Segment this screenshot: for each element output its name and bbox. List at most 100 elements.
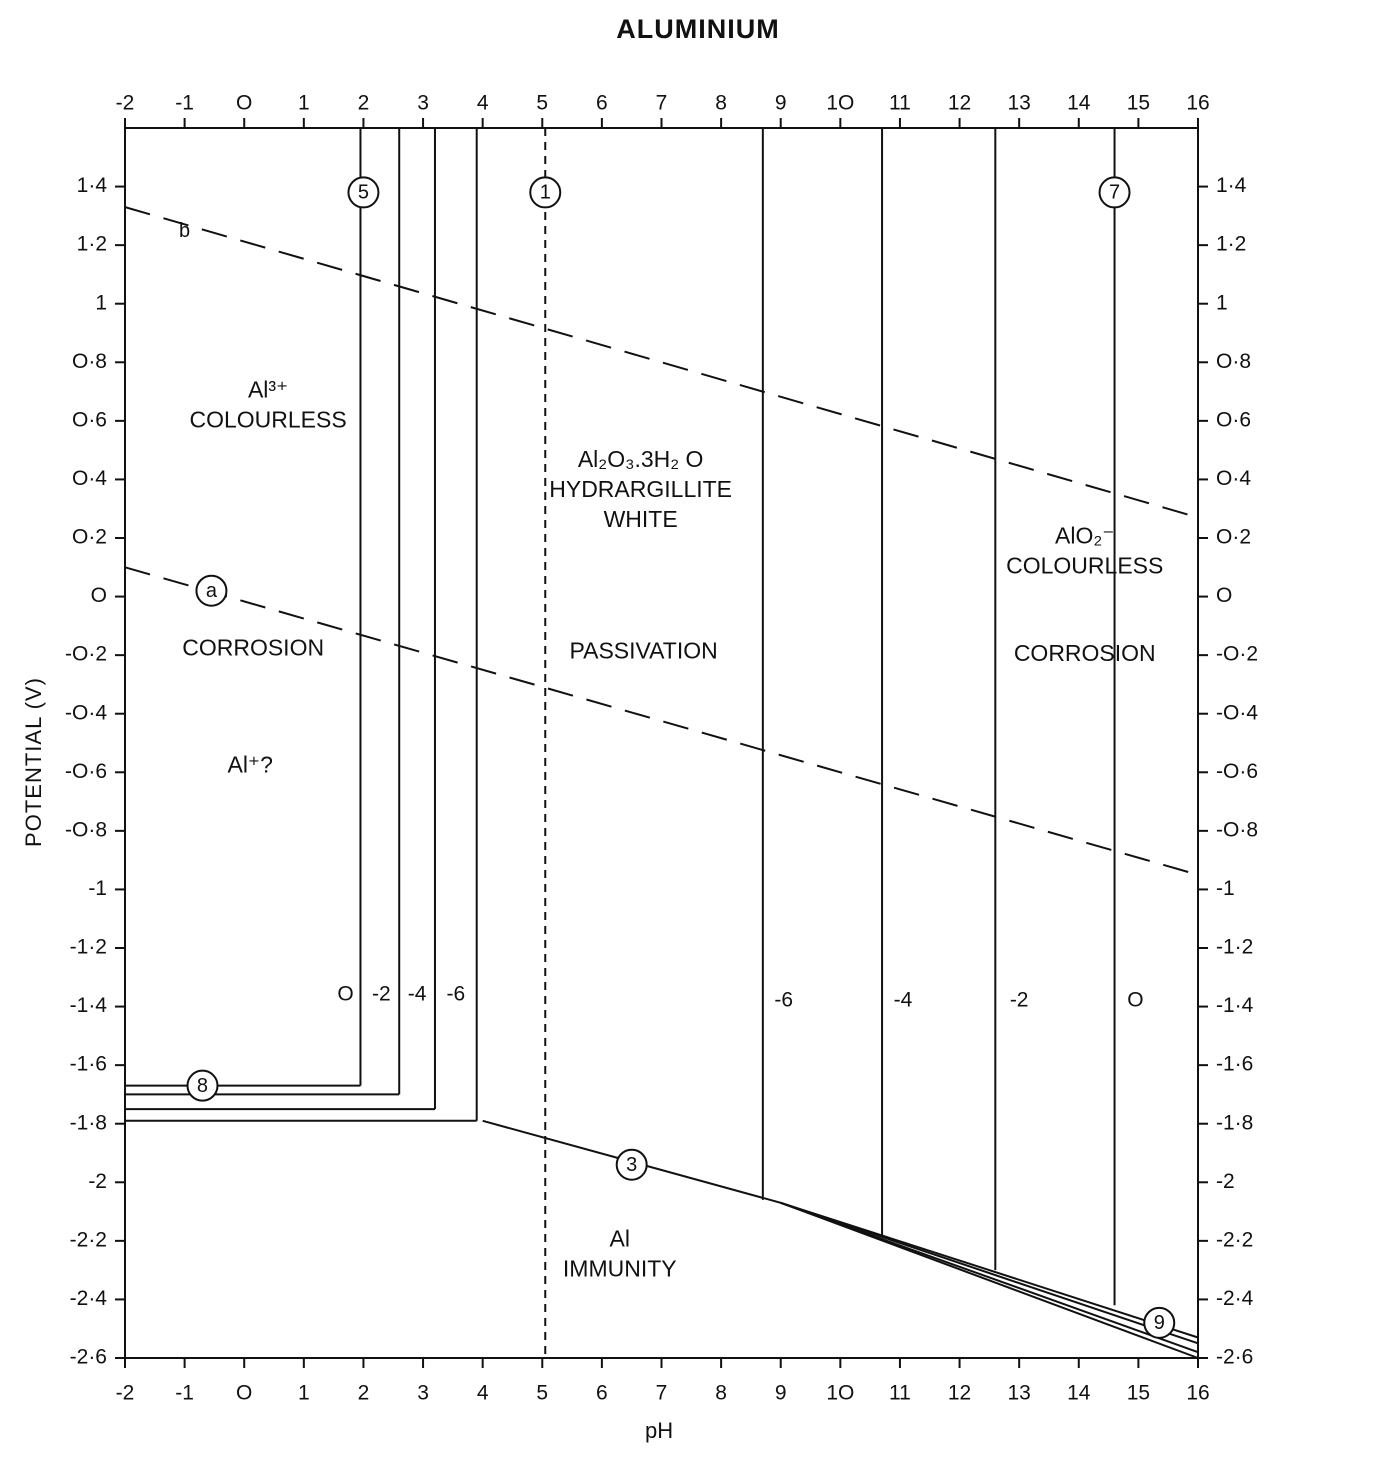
- line-label: 3: [626, 1154, 637, 1176]
- x-tick-label-bottom: 2: [358, 1382, 370, 1405]
- line-label-circle: [195, 574, 228, 607]
- x-tick-label-top: 2: [358, 92, 370, 115]
- series-line: [124, 206, 1199, 519]
- x-tick-label-top: 6: [596, 92, 608, 115]
- x-tick-label-top: 5: [536, 92, 548, 115]
- y-tick-label-right: -O·4: [1216, 701, 1258, 724]
- y-axis-label: POTENTIAL (V): [21, 677, 46, 847]
- y-tick-label-right: O·2: [1216, 526, 1251, 549]
- region-annotation: Al⁺?: [227, 752, 272, 778]
- region-annotation: Al³⁺: [248, 376, 288, 402]
- x-tick-label-bottom: 1: [298, 1382, 310, 1405]
- y-tick-label-right: O: [1216, 584, 1232, 607]
- x-tick-label-bottom: 5: [536, 1382, 548, 1405]
- series-line: [482, 1119, 1199, 1359]
- x-tick-label-bottom: 11: [889, 1382, 911, 1405]
- y-tick-label-left: O·4: [72, 467, 107, 490]
- y-tick-label-left: -O·6: [65, 760, 107, 783]
- line-label: 5: [358, 182, 369, 204]
- y-tick-label-right: 1·2: [1216, 233, 1246, 256]
- x-tick-label-bottom: 13: [1007, 1382, 1030, 1405]
- y-tick-label-left: -1: [88, 877, 107, 900]
- y-tick-label-right: O·8: [1216, 350, 1251, 373]
- y-tick-label-right: -O·2: [1216, 643, 1258, 666]
- y-tick-label-right: O·6: [1216, 408, 1251, 431]
- y-tick-label-left: -2·4: [70, 1287, 108, 1310]
- x-tick-label-top: 4: [477, 92, 489, 115]
- x-tick-label-top: O: [236, 92, 252, 115]
- x-axis-label: pH: [645, 1418, 674, 1443]
- y-tick-label-left: -2·2: [70, 1228, 107, 1251]
- line-label: 7: [1109, 182, 1120, 204]
- y-tick-label-right: -2·4: [1216, 1287, 1254, 1310]
- y-tick-label-left: 1: [95, 291, 107, 314]
- line-label-circle: [347, 176, 380, 209]
- region-annotation: COLOURLESS: [1006, 553, 1163, 579]
- x-tick-label-top: 11: [889, 92, 911, 115]
- line-label: 9: [1154, 1312, 1165, 1334]
- y-tick-label-right: -1·4: [1216, 994, 1254, 1017]
- x-tick-label-bottom: 14: [1067, 1382, 1091, 1405]
- x-tick-label-bottom: 4: [477, 1382, 489, 1405]
- contour-label: O: [1127, 988, 1143, 1011]
- line-label-circle: [186, 1069, 219, 1102]
- x-tick-label-top: 15: [1127, 92, 1150, 115]
- region-annotation: COLOURLESS: [189, 406, 346, 432]
- line-label: 1: [540, 182, 551, 204]
- line-label: b: [179, 220, 190, 242]
- contour-label: -4: [408, 982, 427, 1005]
- contour-label: O: [337, 982, 353, 1005]
- x-tick-label-top: 1O: [826, 92, 854, 115]
- contour-label: -6: [446, 982, 465, 1005]
- y-tick-label-left: O·6: [72, 408, 107, 431]
- x-tick-label-bottom: -2: [116, 1382, 135, 1405]
- region-annotation: WHITE: [604, 506, 678, 532]
- contour-label: -4: [894, 988, 913, 1011]
- x-tick-label-bottom: -1: [175, 1382, 194, 1405]
- y-tick-label-left: O·8: [72, 350, 107, 373]
- y-tick-label-right: -1·8: [1216, 1111, 1253, 1134]
- line-label: 8: [197, 1075, 208, 1097]
- x-tick-label-bottom: O: [236, 1382, 252, 1405]
- y-tick-label-left: -1·2: [70, 936, 107, 959]
- series-line: [780, 1201, 1199, 1345]
- y-tick-label-right: 1: [1216, 291, 1228, 314]
- y-tick-label-right: -1·6: [1216, 1053, 1253, 1076]
- region-annotation: PASSIVATION: [569, 637, 717, 663]
- y-tick-label-left: O·2: [72, 526, 107, 549]
- x-tick-label-top: 3: [417, 92, 429, 115]
- x-tick-label-top: 14: [1067, 92, 1091, 115]
- region-annotation: CORROSION: [182, 634, 324, 660]
- x-tick-label-top: -2: [116, 92, 135, 115]
- y-tick-label-right: -O·6: [1216, 760, 1258, 783]
- y-tick-label-left: -2: [88, 1170, 107, 1193]
- y-tick-label-left: -1·6: [70, 1053, 107, 1076]
- contour-label: -2: [1010, 988, 1029, 1011]
- x-tick-label-bottom: 9: [775, 1382, 787, 1405]
- y-tick-label-left: -O·4: [65, 701, 107, 724]
- y-tick-label-left: 1·2: [77, 233, 107, 256]
- x-tick-label-bottom: 3: [417, 1382, 429, 1405]
- line-label-circle: [615, 1148, 648, 1181]
- y-tick-label-left: O: [91, 584, 107, 607]
- y-tick-label-right: -1·2: [1216, 936, 1253, 959]
- y-tick-label-left: -2·6: [70, 1346, 107, 1369]
- y-tick-label-right: -2·2: [1216, 1228, 1253, 1251]
- y-tick-label-left: -1·4: [70, 994, 108, 1017]
- x-tick-label-top: 12: [948, 92, 971, 115]
- x-tick-label-top: 9: [775, 92, 787, 115]
- x-tick-label-bottom: 15: [1127, 1382, 1150, 1405]
- y-tick-label-right: -O·8: [1216, 818, 1258, 841]
- series-line: [124, 566, 1199, 876]
- x-tick-label-top: -1: [175, 92, 194, 115]
- contour-label: -6: [774, 988, 793, 1011]
- series-line: [780, 1201, 1199, 1354]
- region-annotation: IMMUNITY: [563, 1256, 677, 1282]
- x-tick-label-bottom: 16: [1186, 1382, 1209, 1405]
- x-tick-label-bottom: 1O: [826, 1382, 854, 1405]
- x-tick-label-bottom: 12: [948, 1382, 971, 1405]
- y-tick-label-right: -2: [1216, 1170, 1235, 1193]
- y-tick-label-left: -O·2: [65, 643, 107, 666]
